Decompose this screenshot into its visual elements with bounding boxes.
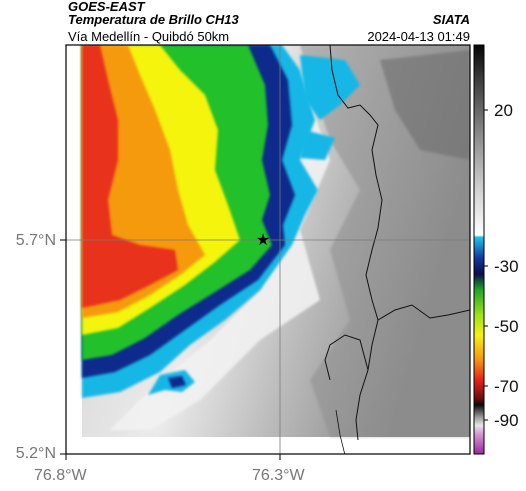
x-tick-label: 76.8°W	[34, 467, 87, 484]
product-title: Temperatura de Brillo CH13	[68, 12, 239, 27]
x-tick-label: 76.3°W	[252, 467, 305, 484]
location-label: Vía Medellín - Quibdó 50km	[68, 29, 230, 44]
location-star-icon: ★	[256, 230, 270, 249]
map-plot: ★	[60, 44, 471, 460]
timestamp-label: 2024-04-13 01:49	[367, 29, 470, 44]
border-line	[377, 304, 470, 321]
y-tick-label: 5.7°N	[15, 232, 56, 249]
colorbar	[473, 44, 488, 455]
coastline	[329, 45, 383, 441]
colorbar-label: 20	[494, 101, 513, 120]
cloud-red-layer	[82, 45, 178, 308]
colorbar-label: -30	[494, 257, 519, 276]
colorbar-label: -90	[494, 411, 519, 430]
plot-frame	[65, 44, 471, 455]
y-tick-label: 5.2°N	[15, 445, 56, 462]
colorbar-label: -50	[494, 317, 519, 336]
colorbar-label: -70	[494, 377, 519, 396]
organization-label: SIATA	[432, 12, 470, 27]
satellite-title: GOES-EAST	[68, 0, 145, 14]
